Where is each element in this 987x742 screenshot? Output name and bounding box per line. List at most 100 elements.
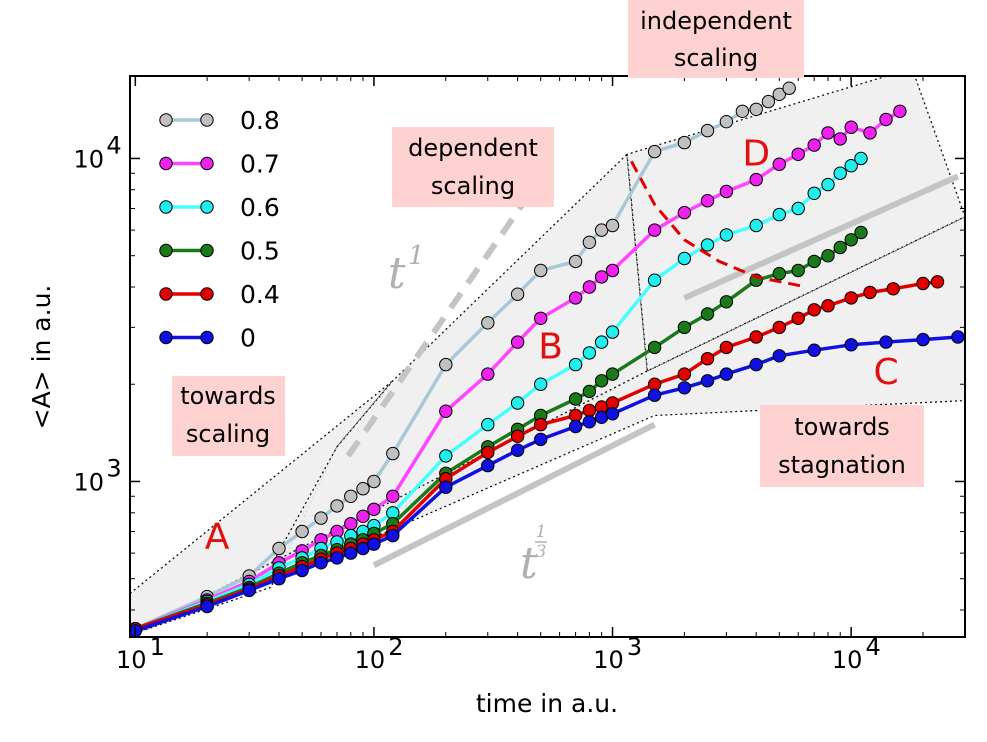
data-point [534, 417, 548, 432]
data-point [700, 238, 715, 252]
data-point [677, 367, 692, 381]
boundary-layer [630, 160, 807, 289]
data-point [605, 367, 620, 381]
t13-den: 3 [536, 542, 547, 562]
x-tick-label: 10 [832, 646, 863, 674]
data-point [481, 367, 495, 381]
data-point [886, 282, 900, 296]
data-point [481, 445, 495, 460]
data-point [481, 417, 495, 432]
data-point [356, 482, 370, 496]
series-0-7 [130, 104, 907, 636]
data-point [749, 172, 763, 187]
data-point [772, 320, 786, 335]
data-point [807, 343, 821, 357]
data-point [807, 254, 821, 269]
data-point [761, 94, 776, 109]
region-letter-d: D [742, 134, 770, 175]
data-point [647, 340, 662, 355]
data-point [200, 599, 214, 614]
data-point [439, 357, 453, 372]
x-axis-label: time in a.u. [476, 689, 618, 718]
y-tick-exponent: 4 [106, 131, 121, 159]
data-point [510, 429, 525, 443]
data-point [330, 499, 344, 513]
data-point [605, 407, 620, 421]
data-point [510, 443, 525, 457]
data-point [719, 228, 734, 242]
x-tick-exponent: 1 [150, 633, 165, 661]
legend-label: 0.8 [240, 106, 280, 135]
guide-line-t-1-3- [372, 421, 656, 569]
data-point [481, 316, 495, 330]
data-point [439, 449, 453, 463]
region-letter-b: B [538, 327, 563, 368]
legend-label: 0 [240, 324, 256, 353]
data-point [605, 218, 620, 233]
data-point [700, 123, 715, 138]
data-point [568, 392, 583, 406]
dependent-scaling-box: dependent scaling [392, 127, 554, 207]
data-point [791, 311, 805, 325]
legend-marker [200, 330, 214, 345]
data-point [295, 524, 309, 539]
data-point [844, 338, 858, 352]
data-point [582, 415, 597, 429]
x-tick-exponent: 3 [627, 633, 642, 661]
x-tick-exponent: 2 [388, 633, 403, 661]
data-point [791, 201, 805, 216]
data-point [916, 276, 930, 291]
data-point [386, 528, 400, 543]
legend: 0.8 0.7 0.6 0.5 0.4 0 [159, 106, 280, 353]
legend-marker [200, 200, 214, 214]
guide-line-upper-guide [683, 173, 960, 301]
data-point [534, 263, 548, 278]
region-letter-c: C [873, 352, 898, 393]
data-point [863, 126, 877, 140]
data-point [791, 263, 805, 278]
data-point [344, 546, 358, 560]
independent-scaling-line2: scaling [674, 44, 758, 72]
data-point [879, 112, 893, 127]
data-point [647, 144, 662, 159]
data-point [700, 352, 715, 366]
data-point [677, 381, 692, 395]
legend-entry-0-6: 0.6 [159, 193, 280, 222]
legend-marker [159, 287, 173, 301]
data-point [854, 225, 868, 240]
data-point [367, 474, 381, 489]
data-point [833, 240, 847, 255]
ticks-layer: 10 1 10 2 10 3 10 410 310 4 [73, 76, 965, 674]
data-point [481, 458, 495, 473]
legend-label: 0.5 [240, 237, 280, 266]
data-point [295, 563, 309, 578]
x-tick-label: 10 [116, 646, 147, 674]
legend-marker [200, 113, 214, 127]
data-point [647, 223, 662, 237]
data-point [510, 287, 525, 301]
data-point [807, 186, 821, 201]
data-point [534, 432, 548, 447]
data-point [272, 541, 286, 556]
data-point [677, 320, 692, 335]
data-point [844, 233, 858, 247]
t1-exp: 1 [408, 241, 425, 271]
legend-marker [159, 156, 173, 171]
data-point [647, 388, 662, 402]
plot-frame [129, 75, 966, 638]
towards-stagnation-line2: stagnation [778, 451, 906, 479]
data-point [242, 583, 256, 598]
region-letter-a: A [205, 517, 230, 558]
legend-entry-0-5: 0.5 [159, 237, 280, 266]
data-point [807, 303, 821, 317]
data-point [821, 299, 835, 313]
guide-line-t-1 [345, 198, 528, 458]
data-point [510, 396, 525, 410]
region-letters: A B C D [205, 134, 899, 558]
towards-scaling-line2: scaling [186, 420, 270, 448]
data-point [534, 377, 548, 391]
data-point [367, 502, 381, 516]
data-point [772, 349, 786, 363]
legend-label: 0.7 [240, 150, 280, 179]
